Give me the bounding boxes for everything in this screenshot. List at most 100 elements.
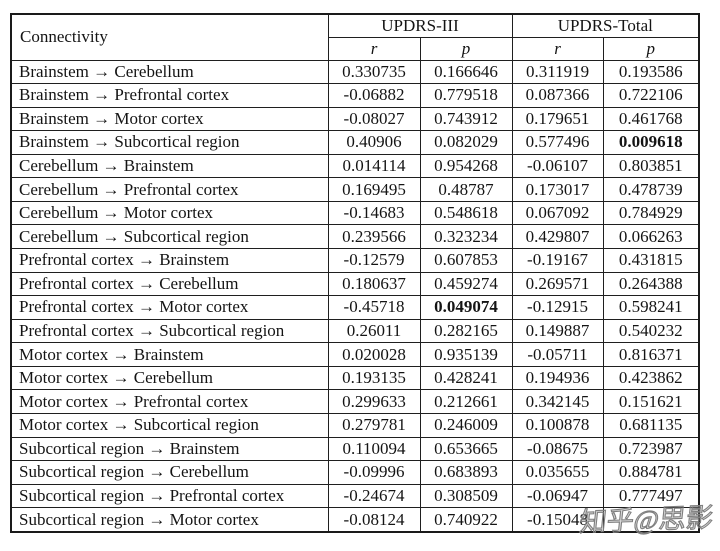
updrs-total-p-value: 0.009618 [602, 130, 700, 155]
table-row: Motor cortex → Brainstem 0.020028 0.935139… [10, 342, 700, 367]
updrs3-r-value: -0.24674 [327, 483, 421, 509]
updrs-total-r-value: 0.087366 [511, 83, 604, 108]
header-sub-row: r p r p [11, 36, 700, 61]
updrs-total-p-value: 0.461768 [602, 106, 700, 132]
table-row: Motor cortex → Subcortical region 0.27978… [10, 412, 700, 438]
updrs3-p-value: 0.683893 [419, 460, 513, 485]
updrs-total-group-header: UPDRS-Total [511, 13, 700, 38]
connectivity-label: Brainstem → Cerebellum [10, 59, 329, 85]
updrs3-p-value: 0.166646 [419, 59, 513, 85]
updrs3-r-value: -0.14683 [327, 200, 421, 226]
updrs-total-p-value: 0.803851 [602, 153, 700, 179]
table-row: Subcortical region → Prefrontal cortex -0… [10, 483, 700, 509]
table-row: Brainstem → Motor cortex -0.08027 0.743912… [10, 106, 700, 132]
updrs3-r-value: 0.330735 [327, 59, 421, 85]
updrs3-r-value: -0.45718 [327, 295, 421, 320]
updrs-total-r-value: 0.035655 [511, 460, 604, 485]
updrs-total-r-value: 0.342145 [511, 389, 604, 414]
table-row: Prefrontal cortex → Brainstem -0.12579 0.6… [10, 248, 700, 273]
updrs3-r-value: 0.110094 [327, 436, 421, 462]
table-row: Brainstem → Cerebellum 0.330735 0.166646 0.… [10, 59, 700, 85]
table-row: Cerebellum → Subcortical region 0.239566 0… [10, 224, 700, 249]
connectivity-label: Brainstem → Subcortical region [10, 130, 329, 155]
connectivity-label: Cerebellum → Prefrontal cortex [10, 177, 329, 202]
updrs-total-r-value: 0.269571 [511, 271, 604, 297]
updrs-total-r-value: 0.173017 [511, 177, 604, 202]
updrs3-r-value: -0.06882 [327, 83, 421, 108]
table-row: Cerebellum → Prefrontal cortex 0.169495 0.… [10, 177, 700, 202]
updrs-total-r-value: -0.05711 [511, 342, 604, 367]
updrs3-p-value: 0.212661 [419, 389, 513, 414]
updrs-total-r-value: -0.06107 [511, 153, 604, 179]
updrs3-p-value: 0.740922 [419, 507, 513, 533]
connectivity-label: Cerebellum → Brainstem [10, 153, 329, 179]
updrs-total-p-value: 0.540232 [602, 318, 700, 344]
connectivity-label: Cerebellum → Motor cortex [10, 200, 329, 226]
table-body: Brainstem → Cerebellum 0.330735 0.166646 0.… [10, 59, 700, 533]
connectivity-label: Prefrontal cortex → Motor cortex [10, 295, 329, 320]
updrs3-p-value: 0.459274 [419, 271, 513, 297]
updrs3-p-value: 0.082029 [419, 130, 513, 155]
updrs3-p-value: 0.548618 [419, 200, 513, 226]
updrs3-p-value: 0.743912 [419, 106, 513, 132]
updrs3-r-value: -0.08027 [327, 106, 421, 132]
updrs3-p-value: 0.428241 [419, 365, 513, 391]
connectivity-label: Motor cortex → Subcortical region [10, 412, 329, 438]
connectivity-label: Prefrontal cortex → Cerebellum [10, 271, 329, 297]
updrs3-r-value: 0.014114 [327, 153, 421, 179]
updrs3-p-value: 0.935139 [419, 342, 513, 367]
updrs-total-p-value [602, 507, 700, 533]
table-row: Subcortical region → Cerebellum -0.09996 0… [10, 460, 700, 485]
connectivity-label: Prefrontal cortex → Brainstem [10, 248, 329, 273]
updrs3-r-value: 0.180637 [327, 271, 421, 297]
table-row: Motor cortex → Prefrontal cortex 0.299633… [10, 389, 700, 414]
table-row: Subcortical region → Brainstem 0.110094 0.… [10, 436, 700, 462]
updrs-total-r-value: -0.12915 [511, 295, 604, 320]
table-row: Cerebellum → Brainstem 0.014114 0.954268 -0… [10, 153, 700, 179]
updrs3-p-value: 0.246009 [419, 412, 513, 438]
connectivity-column-header: Connectivity [10, 13, 329, 61]
connectivity-label: Motor cortex → Brainstem [10, 342, 329, 367]
updrs-total-p-value: 0.193586 [602, 59, 700, 85]
updrs3-r-value: 0.279781 [327, 412, 421, 438]
connectivity-correlation-table: Connectivity UPDRS-III UPDRS-Total r p r… [10, 13, 701, 533]
updrs3-p-value: 0.653665 [419, 436, 513, 462]
updrs3-p-value: 0.954268 [419, 153, 513, 179]
connectivity-label: Subcortical region → Brainstem [10, 436, 329, 462]
table-row: Prefrontal cortex → Motor cortex -0.45718… [10, 295, 700, 320]
updrs-total-p-value: 0.722106 [602, 83, 700, 108]
updrs3-p-value: 0.48787 [419, 177, 513, 202]
connectivity-label: Motor cortex → Prefrontal cortex [10, 389, 329, 414]
connectivity-label: Subcortical region → Motor cortex [10, 507, 329, 533]
updrs-total-r-header: r [511, 36, 604, 61]
table-row: Prefrontal cortex → Subcortical region 0.… [10, 318, 700, 344]
connectivity-label: Subcortical region → Prefrontal cortex [10, 483, 329, 509]
table-row: Brainstem → Prefrontal cortex -0.06882 0.7… [10, 83, 700, 108]
updrs-total-r-value: 0.149887 [511, 318, 604, 344]
header-group-row: Connectivity UPDRS-III UPDRS-Total [10, 13, 700, 61]
updrs3-r-value: 0.26011 [327, 318, 421, 344]
updrs-total-r-value: 0.067092 [511, 200, 604, 226]
updrs-total-p-value: 0.151621 [602, 389, 700, 414]
connectivity-label: Subcortical region → Cerebellum [10, 460, 329, 485]
updrs-total-p-value: 0.478739 [602, 177, 700, 202]
updrs-total-r-value: -0.19167 [511, 248, 604, 273]
updrs-total-r-value: -0.06947 [511, 483, 604, 509]
table-row: Prefrontal cortex → Cerebellum 0.180637 0.… [10, 271, 700, 297]
connectivity-label: Motor cortex → Cerebellum [10, 365, 329, 391]
connectivity-label: Prefrontal cortex → Subcortical region [10, 318, 329, 344]
updrs-total-r-value: 0.194936 [511, 365, 604, 391]
updrs-total-r-value: 0.311919 [511, 59, 604, 85]
updrs3-group-header: UPDRS-III [327, 13, 513, 38]
updrs3-r-value: -0.09996 [327, 460, 421, 485]
updrs-total-r-value: -0.08675 [511, 436, 604, 462]
updrs-total-p-value: 0.884781 [602, 460, 700, 485]
updrs3-r-value: 0.40906 [327, 130, 421, 155]
updrs3-p-value: 0.607853 [419, 248, 513, 273]
updrs-total-p-value: 0.423862 [602, 365, 700, 391]
updrs3-r-value: -0.08124 [327, 507, 421, 533]
updrs3-r-value: 0.193135 [327, 365, 421, 391]
updrs3-p-value: 0.282165 [419, 318, 513, 344]
updrs-total-r-value: -0.15048 [511, 507, 604, 533]
updrs3-p-value: 0.779518 [419, 83, 513, 108]
